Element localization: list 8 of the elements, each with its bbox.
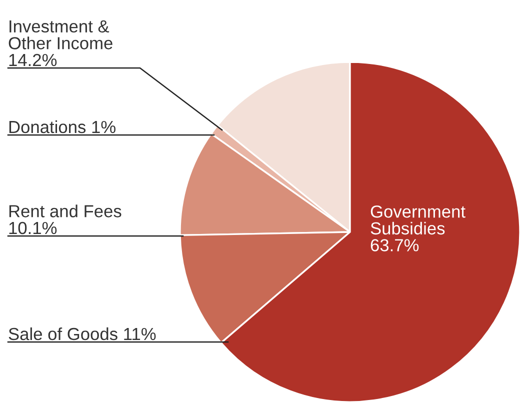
slice-label: Rent and Fees <box>9 204 122 218</box>
data-label: 14.2% <box>9 54 57 66</box>
slice-label: Donations 1% <box>9 120 116 134</box>
slice-label: Government Subsidies <box>370 205 466 235</box>
slice-label: Sale of Goods 11% <box>8 327 156 340</box>
data-label: 63.7% <box>370 239 419 252</box>
slice-label: Investment & Other Income <box>8 20 112 50</box>
data-label: 10.1% <box>9 222 57 234</box>
